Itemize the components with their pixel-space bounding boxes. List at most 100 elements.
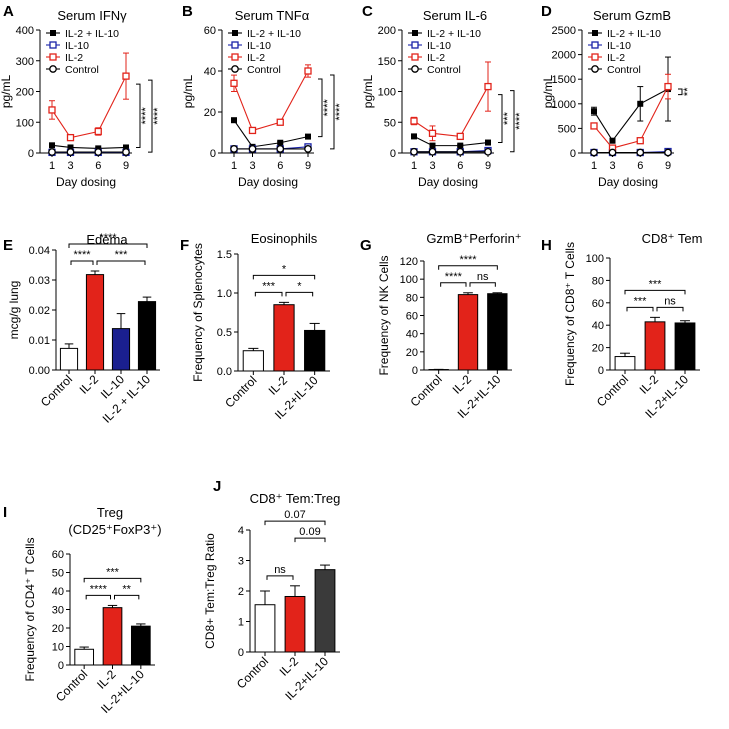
panel-label: A [3,3,14,20]
panel-i: I Treg (CD25⁺FoxP3⁺) 0 10 20 30 40 50 60 Frequency… [3,504,162,716]
legend-marker [591,53,599,61]
data-point [411,133,417,140]
significance-label: ** [682,87,694,96]
x-tick-label: 6 [457,160,463,172]
y-axis-label: pg/mL [361,75,375,109]
bar [314,569,336,653]
y-tick-label: 0 [412,365,418,377]
y-tick-label: 0.02 [29,305,50,317]
comparison-label: **** [73,249,91,261]
y-axis-label: Frequency of Splenocytes [191,243,205,382]
x-tick-label: IL-2 [266,373,291,398]
y-axis-label: Frequency of CD4⁺ T Cells [23,538,37,682]
bar [614,356,636,371]
comparison-label: **** [445,271,463,283]
bar [137,301,157,371]
legend-item: IL-2 + IL-10 [228,28,301,40]
series-il-2 [410,61,492,142]
comparison-label: ** [122,583,131,595]
significance-label: **** [322,99,334,117]
legend-label: IL-2 [427,52,445,64]
x-tick-label: IL-2 [450,372,475,397]
comparison-bracket [264,520,326,526]
legend-label: IL-10 [65,40,89,52]
panel-c: C Serum IL-6 0 50 100 150 200 pg/mL 1 3 6 9 Day dosi… [361,3,526,189]
y-tick-label: 60 [52,549,64,561]
comparison-bracket [114,594,140,600]
x-tick-label: 6 [277,160,283,172]
x-tick-label: Control [38,372,75,409]
comparison-bracket [624,289,686,295]
data-point [66,148,75,156]
series-control [48,148,130,156]
panel-h: H CD8⁺ Tem 0 20 40 60 80 100 Frequency of CD8⁺ T… [541,231,702,421]
significance-label: **** [152,107,164,125]
y-tick-label: 1000 [552,99,576,111]
chart-title: GzmB⁺Perforin⁺ [426,231,521,246]
data-point [248,126,257,135]
legend-item: IL-2 [588,52,625,64]
data-point [276,118,284,126]
legend-marker [50,30,56,36]
comparison-bracket [469,282,496,287]
comparison-bracket [440,282,467,287]
significance-bracket [678,88,683,96]
y-tick-label: 200 [378,25,396,37]
y-tick-label: 0.03 [29,275,50,287]
data-point [456,147,465,156]
bar [273,304,295,372]
series-il-2 [230,64,312,135]
data-point [277,139,284,146]
y-tick-label: 40 [592,320,604,332]
comparison-label: * [297,280,302,292]
y-tick-label: 0 [210,148,216,160]
data-point [590,148,598,157]
panel-b: B Serum TNFα 0 20 40 60 pg/mL 1 3 6 9 Day dosing IL-… [181,3,346,189]
y-tick-label: 400 [16,25,34,37]
panel-label: F [180,237,189,254]
significance-label: **** [334,103,346,121]
x-tick-label: Control [234,654,271,691]
y-tick-label: 20 [406,347,418,359]
series-line [233,119,309,148]
comparison-bracket [252,274,316,280]
legend-item: Control [46,64,99,76]
y-tick-label: 100 [378,87,396,99]
significance-bracket [510,90,515,153]
x-tick-label: Control [222,373,259,410]
bar [242,350,264,372]
legend-item: IL-10 [46,40,89,52]
comparison-bracket [656,306,684,312]
comparison-bracket [254,291,283,297]
x-tick-label: 9 [485,160,491,172]
chart-title: Treg [97,505,123,520]
bar [284,595,306,653]
data-point [410,147,418,156]
x-axis-label: Day dosing [598,175,658,189]
legend-item: Control [228,64,281,76]
data-point [122,148,130,156]
legend-item: IL-2 [228,52,265,64]
panel-d: D Serum GzmB 0 500 1000 1500 2000 2500 pg/mL 1 3 6 9… [541,3,694,189]
comparison-bracket [285,291,314,297]
data-point [428,147,437,156]
comparison-label: 0.07 [284,509,305,521]
comparison-label: **** [99,232,117,244]
y-tick-label: 0 [390,148,396,160]
panel-label: C [362,3,373,20]
x-tick-label: 6 [637,160,643,172]
y-tick-label: 0 [28,148,34,160]
y-tick-label: 10 [52,642,64,654]
chart-title: CD8⁺ Tem [642,231,703,246]
comparison-label: **** [90,583,108,595]
legend-item: IL-2 [46,52,83,64]
y-tick-label: 0 [570,148,576,160]
legend-marker [232,30,238,36]
y-tick-label: 60 [204,25,216,37]
x-tick-label: 3 [609,160,615,172]
legend-label: Control [65,64,99,76]
x-tick-label: Control [594,372,631,409]
legend-marker [49,53,57,61]
panel-g: G GzmB⁺Perforin⁺ 0 20 40 60 80 100 120 Frequency … [360,231,522,421]
